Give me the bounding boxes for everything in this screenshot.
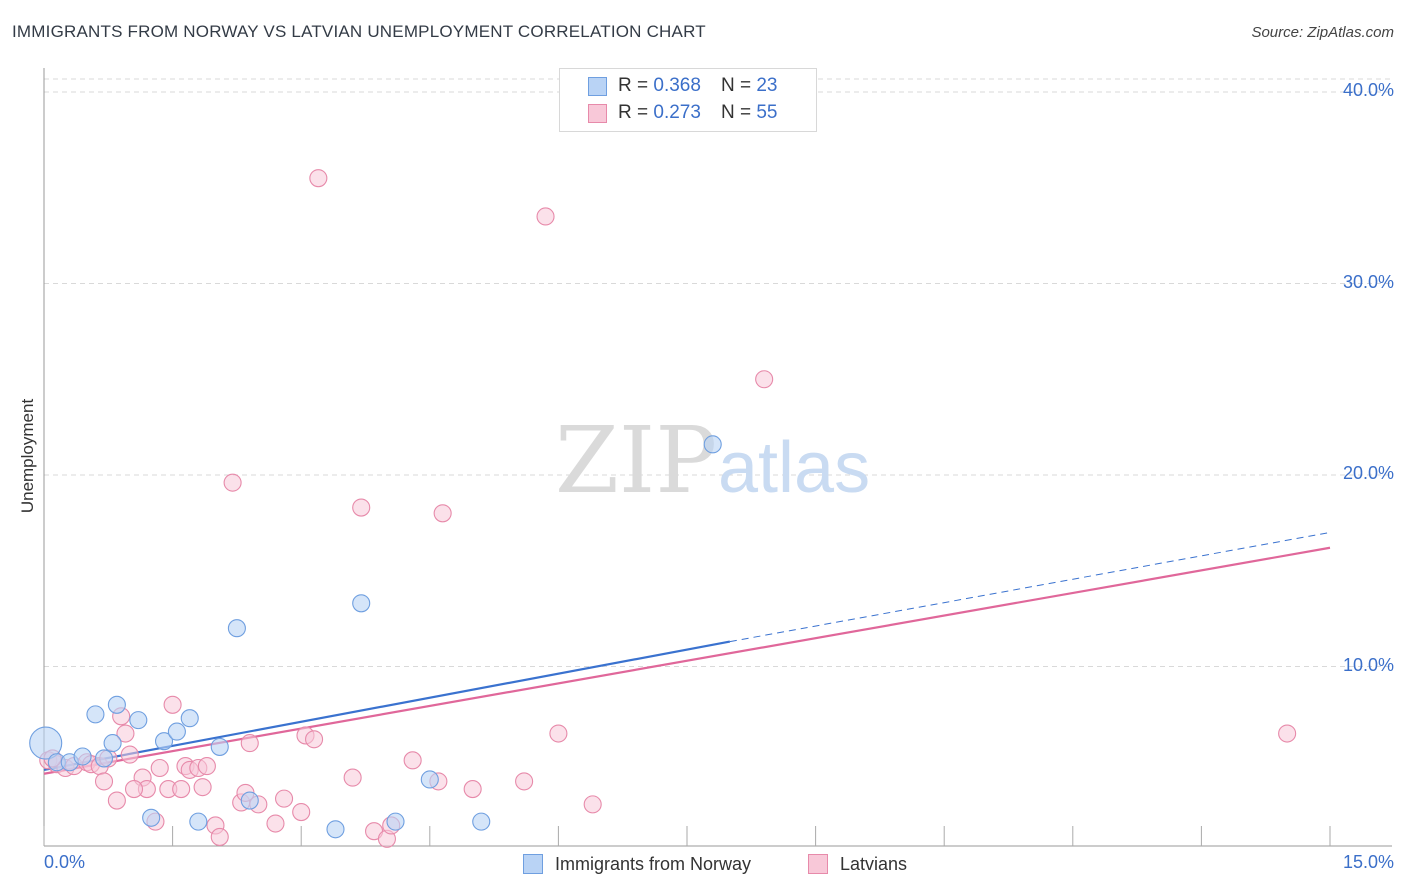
latvians-point [463,780,482,799]
legend-row-norway: R = 0.368 N = 23 [618,73,777,99]
y-tick-label: 10.0% [1342,654,1394,675]
norway-point [142,808,161,827]
bottom-legend-norway: Immigrants from Norway [523,852,751,876]
legend-n-label: N = [720,75,752,96]
legend-r-value: 0.273 [653,102,701,123]
latvians-point [352,498,371,517]
legend-n-value: 55 [756,102,778,123]
trendlines [43,531,1331,775]
latvians-point [197,757,216,776]
bottom-legend-latvians: Latvians [808,852,907,876]
gridlines [44,78,1392,667]
watermark: ZIP atlas [555,407,870,514]
source-label: Source: ZipAtlas.com [1251,24,1394,41]
norway-point [703,435,722,454]
norway-point [154,732,174,751]
latvians-point [163,695,182,714]
legend-r-label: R = [618,75,649,96]
latvians-point [515,772,534,791]
latvians-point [223,473,242,492]
norway-point [210,737,229,756]
latvians-point [755,370,774,389]
latvians-point [150,758,169,778]
norway-point [227,619,246,638]
latvians-point [275,789,294,808]
bottom-legend-swatch-latvians [808,854,828,874]
y-tick-label: 40.0% [1342,80,1394,100]
watermark-atlas: atlas [718,428,870,508]
norway-point [386,812,405,831]
latvians-point [120,745,139,764]
legend-row-latvians: R = 0.273 N = 55 [618,100,777,126]
norway-point [180,709,199,728]
trendline-norway-extension [729,531,1331,643]
norway-point [326,820,345,839]
trendline-norway [43,640,731,771]
x-tick-min: 0.0% [44,852,86,872]
latvians-point [583,795,602,814]
legend-n-value: 23 [756,75,778,96]
latvians-point [116,724,135,743]
latvians-point [210,827,229,846]
latvians-point [433,504,452,523]
latvians-point [549,724,568,743]
legend-r-label: R = [618,102,649,123]
latvians-point [536,207,555,226]
latvians-point [94,772,114,791]
norway-point [472,812,491,831]
y-tick-label: 30.0% [1342,271,1394,292]
latvians-point [107,791,126,810]
norway-points [29,435,722,839]
bottom-legend-swatch-norway [523,854,543,874]
legend-swatch-latvians [588,104,607,123]
latvians-point [343,768,362,787]
watermark-zip: ZIP [555,407,717,514]
latvians-point [1278,724,1297,743]
norway-point [420,770,439,789]
latvians-point [172,780,191,799]
latvians-point [193,778,212,797]
norway-point [167,722,186,741]
chart-title: IMMIGRANTS FROM NORWAY VS LATVIAN UNEMPL… [12,22,706,41]
norway-point [103,734,122,753]
latvians-point [305,730,324,749]
latvians-point [403,751,422,770]
latvians-point [240,734,259,753]
y-tick-label: 20.0% [1342,463,1394,483]
norway-point [240,791,259,810]
trendline-latvians [43,546,1331,775]
axes [43,68,1392,847]
norway-point [73,747,92,766]
latvians-point [309,169,328,188]
norway-point [107,695,126,714]
legend-r-value: 0.368 [653,75,701,96]
norway-point [129,711,148,730]
norway-point [352,594,371,613]
bottom-legend-label-norway: Immigrants from Norway [555,853,752,874]
stats-legend: R = 0.368 N = 23 R = 0.273 N = 55 [559,68,817,132]
bottom-legend-label-latvians: Latvians [840,853,908,874]
norway-point [86,705,105,724]
legend-n-label: N = [720,102,752,123]
norway-point [94,749,114,768]
x-tick-max: 15.0% [1342,852,1394,872]
latvians-point [292,802,311,822]
norway-point [189,812,208,831]
latvians-point [124,780,144,799]
legend-swatch-norway [588,77,607,96]
norway-point [29,726,63,760]
latvians-point [266,814,285,833]
